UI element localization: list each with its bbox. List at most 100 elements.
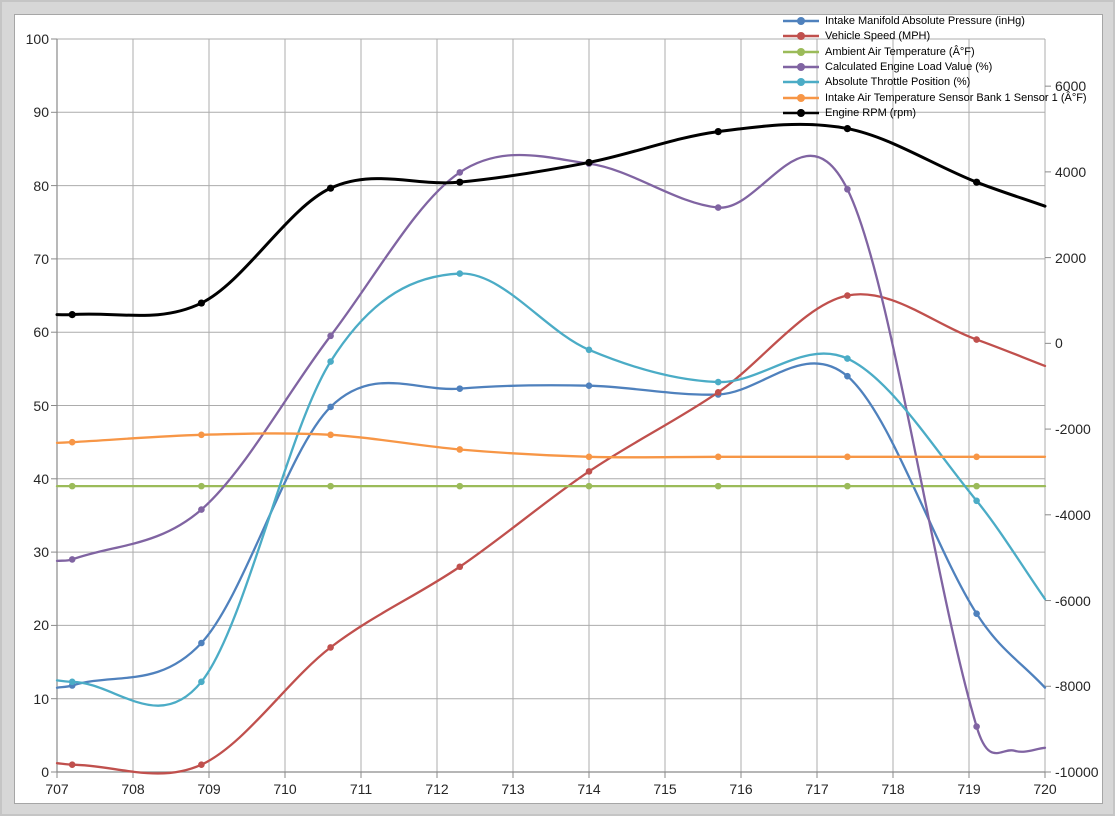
series-marker: [198, 482, 205, 490]
series-marker: [973, 178, 981, 186]
series-marker: [714, 204, 722, 211]
legend-item: Intake Air Temperature Sensor Bank 1 Sen…: [783, 90, 1087, 105]
series-marker: [585, 346, 593, 354]
y-axis-tick-label: 10: [33, 690, 49, 707]
right-axis-tick-label: -4000: [1055, 506, 1091, 523]
legend-line-marker-icon: [783, 93, 819, 102]
series-marker: [714, 453, 722, 461]
series-marker: [327, 482, 334, 490]
x-axis-tick-label: 712: [425, 781, 449, 797]
series-marker: [327, 358, 334, 365]
x-axis-tick-label: 716: [729, 781, 753, 797]
x-axis-tick-label: 720: [1033, 781, 1057, 797]
series-marker: [844, 482, 851, 490]
right-axis-tick-label: -10000: [1055, 764, 1099, 780]
legend-label: Intake Manifold Absolute Pressure (inHg): [825, 14, 1025, 27]
x-axis-tick-label: 713: [501, 781, 525, 797]
right-axis-tick-label: -6000: [1055, 592, 1091, 609]
legend-label: Ambient Air Temperature (Â°F): [825, 45, 975, 58]
series-line: [55, 122, 1047, 317]
y-axis-tick-label: 90: [33, 104, 49, 121]
series-marker: [456, 385, 464, 392]
y-axis-tick-label: 30: [33, 544, 49, 561]
series-marker: [327, 644, 334, 651]
series-marker: [585, 468, 593, 475]
series-line: [55, 293, 1047, 775]
series-marker: [456, 482, 464, 490]
series-marker: [68, 311, 76, 319]
series-marker: [198, 639, 205, 647]
right-axis-tick-label: 0: [1055, 335, 1063, 352]
series-1: [55, 362, 1047, 689]
x-axis-tick-label: 717: [805, 781, 829, 797]
series-marker: [197, 299, 205, 307]
series-marker: [68, 761, 76, 768]
series-marker: [714, 389, 722, 396]
legend-item: Engine RPM (rpm): [783, 106, 1087, 121]
x-axis-tick-label: 715: [653, 781, 677, 797]
series-marker: [68, 556, 76, 563]
y-axis-tick-label: 20: [33, 617, 49, 634]
series-marker: [844, 355, 851, 362]
series-marker: [327, 184, 335, 192]
series-marker: [456, 563, 464, 571]
series-marker: [844, 372, 851, 380]
legend-item: Calculated Engine Load Value (%): [783, 59, 1087, 74]
series-marker: [973, 610, 980, 617]
x-axis-tick-label: 714: [577, 781, 601, 797]
y-axis-tick-label: 50: [33, 397, 49, 414]
series-5: [55, 270, 1047, 707]
right-axis-tick-label: -8000: [1055, 678, 1091, 695]
series-marker: [844, 453, 851, 461]
y-axis-tick-label: 70: [33, 250, 49, 267]
series-marker: [585, 482, 593, 490]
legend-line-marker-icon: [783, 16, 819, 25]
x-axis-tick-label: 718: [881, 781, 905, 797]
series-marker: [198, 506, 205, 513]
legend-item: Absolute Throttle Position (%): [783, 75, 1087, 90]
series-marker: [973, 336, 980, 343]
series-marker: [68, 482, 76, 490]
series-3: [55, 482, 1047, 490]
series-line: [55, 362, 1047, 689]
series-line: [55, 272, 1047, 707]
series-marker: [585, 158, 593, 167]
series-marker: [714, 482, 722, 490]
chart-area: [14, 14, 1103, 804]
series-marker: [844, 185, 851, 193]
legend-label: Intake Air Temperature Sensor Bank 1 Sen…: [825, 91, 1087, 104]
series-marker: [714, 378, 722, 386]
series-marker: [973, 723, 980, 730]
legend-label: Calculated Engine Load Value (%): [825, 61, 993, 74]
legend: Intake Manifold Absolute Pressure (inHg)…: [783, 13, 1087, 121]
series-marker: [973, 482, 980, 490]
y-axis-tick-label: 40: [33, 470, 49, 487]
legend-item: Intake Manifold Absolute Pressure (inHg): [783, 13, 1087, 28]
series-marker: [844, 292, 851, 299]
series-marker: [327, 431, 334, 439]
series-4: [55, 153, 1047, 755]
series-marker: [68, 438, 76, 446]
series-marker: [456, 169, 464, 176]
legend-line-marker-icon: [783, 109, 819, 118]
y-axis-tick-label: 100: [25, 31, 49, 47]
series-marker: [973, 453, 980, 461]
x-axis-tick-label: 710: [273, 781, 297, 797]
gridlines: [57, 38, 1046, 772]
x-axis-tick-label: 707: [45, 781, 69, 797]
y-axis-tick-label: 0: [41, 764, 49, 780]
legend-label: Engine RPM (rpm): [825, 107, 917, 120]
legend-label: Vehicle Speed (MPH): [825, 30, 931, 43]
series-marker: [973, 497, 980, 505]
legend-line-marker-icon: [783, 63, 819, 72]
series-marker: [456, 270, 464, 277]
axes: [51, 38, 1051, 778]
series-marker: [456, 178, 464, 186]
x-axis-tick-label: 719: [957, 781, 981, 797]
y-axis-tick-label: 80: [33, 177, 49, 194]
x-axis-tick-label: 708: [121, 781, 145, 797]
series-marker: [198, 678, 205, 686]
series-marker: [585, 382, 593, 390]
